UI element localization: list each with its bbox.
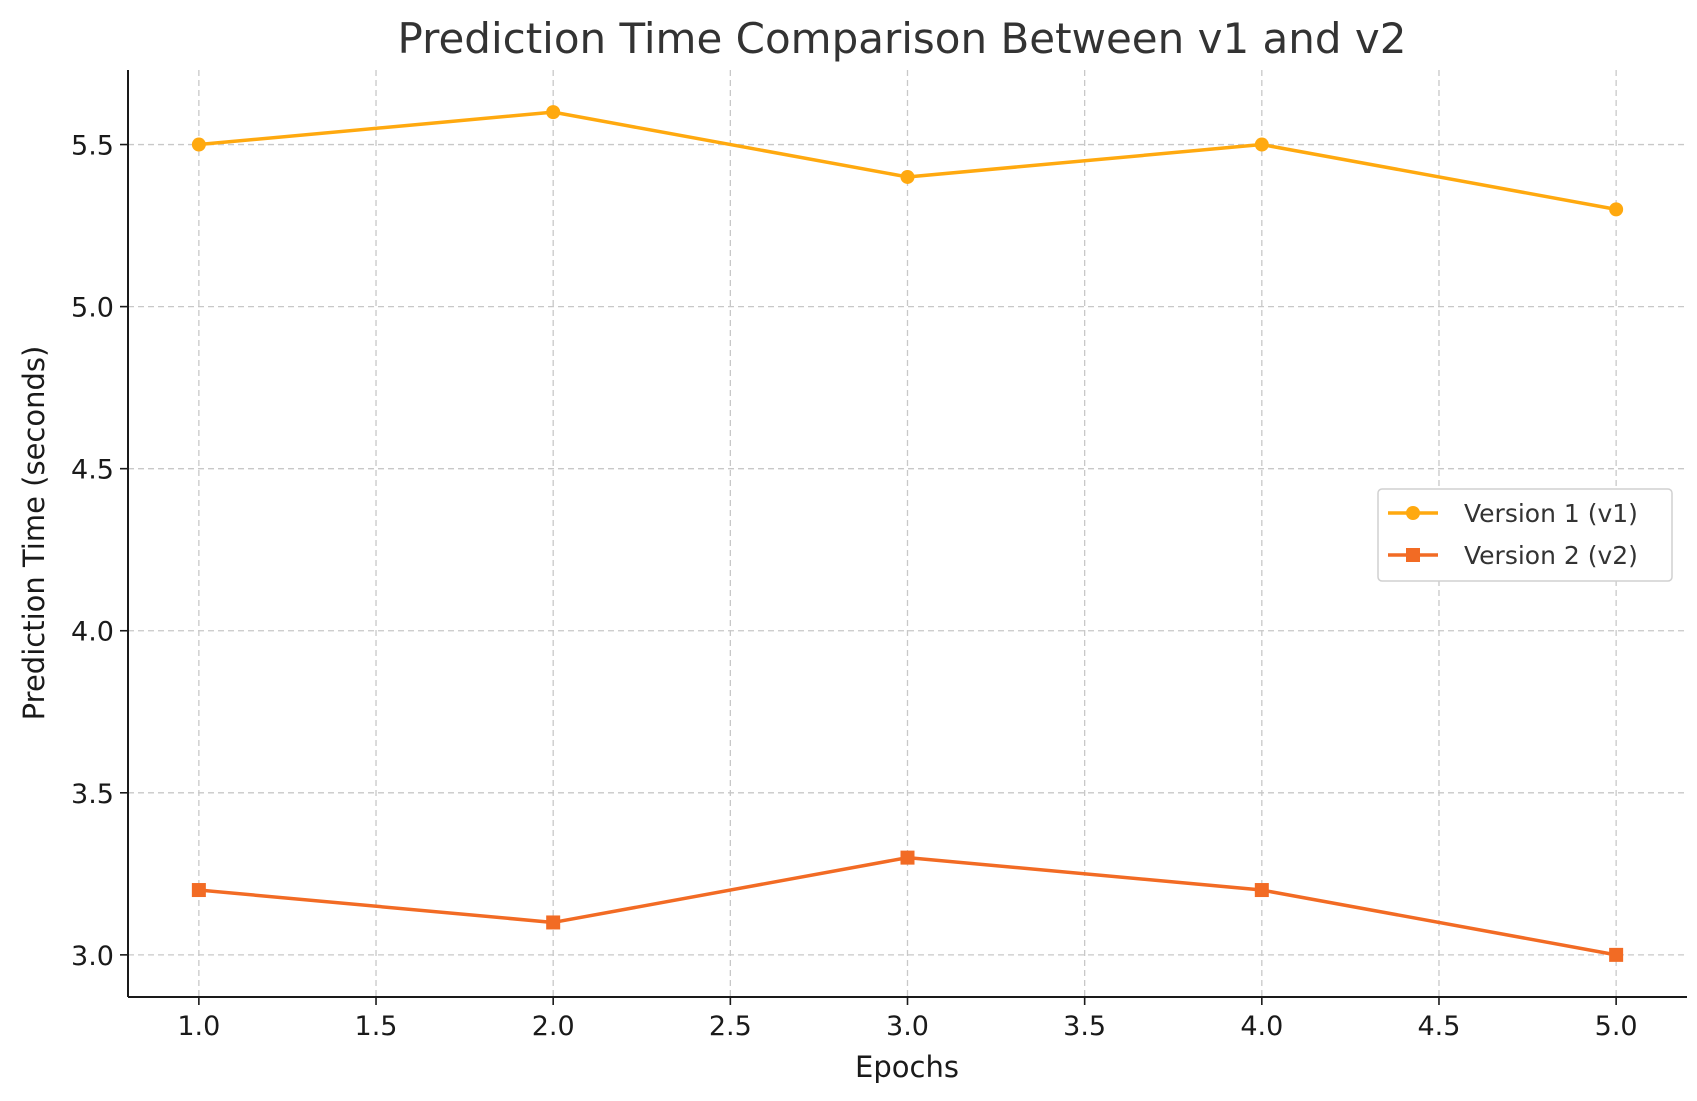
legend-swatch-marker [1406,506,1420,520]
axis-ticks: 1.0 1.5 2.0 2.5 3.0 3.5 4.0 4.5 5.0 3.0 3.5 4.0 4.5 5… [71,131,1638,1042]
y-axis-label: Prediction Time (seconds) [17,346,51,721]
series-1-point [1254,137,1269,152]
y-tick-label: 5.0 [71,293,114,324]
y-tick-label: 5.5 [71,131,114,162]
legend-label: Version 2 (v2) [1464,541,1638,570]
y-tick-label: 3.0 [71,941,114,972]
legend-entry: Version 1 (v1) [1388,499,1638,528]
x-tick-label: 5.0 [1595,1011,1638,1042]
legend-entry: Version 2 (v2) [1388,541,1638,570]
x-axis-label: Epochs [855,1050,959,1084]
series-lines [191,105,1624,962]
y-tick-label: 4.0 [71,617,114,648]
x-tick-label: 2.5 [709,1011,752,1042]
legend-label: Version 1 (v1) [1464,499,1638,528]
legend-swatch-marker [1406,548,1420,562]
series-1-point [900,169,915,184]
y-tick-label: 4.5 [71,455,114,486]
y-tick-label: 3.5 [71,779,114,810]
series-1-point [191,137,206,152]
x-tick-label: 3.5 [1063,1011,1106,1042]
series-2 [191,850,1624,962]
grid-lines [128,70,1687,997]
x-tick-label: 1.5 [355,1011,398,1042]
x-tick-label: 1.0 [177,1011,220,1042]
series-1 [191,105,1624,217]
chart-title: Prediction Time Comparison Between v1 an… [398,14,1407,63]
x-tick-label: 3.0 [886,1011,929,1042]
series-2-point [546,915,561,930]
legend: Version 1 (v1) Version 2 (v2) [1377,488,1673,582]
series-2-point [191,883,206,898]
x-tick-label: 4.0 [1240,1011,1283,1042]
x-tick-label: 2.0 [532,1011,575,1042]
x-tick-label: 4.5 [1418,1011,1461,1042]
legend-box [1377,488,1673,582]
series-1-point [1609,202,1624,217]
series-2-point [900,850,915,865]
series-1-point [546,105,561,120]
series-2-point [1254,883,1269,898]
series-2-point [1609,947,1624,962]
